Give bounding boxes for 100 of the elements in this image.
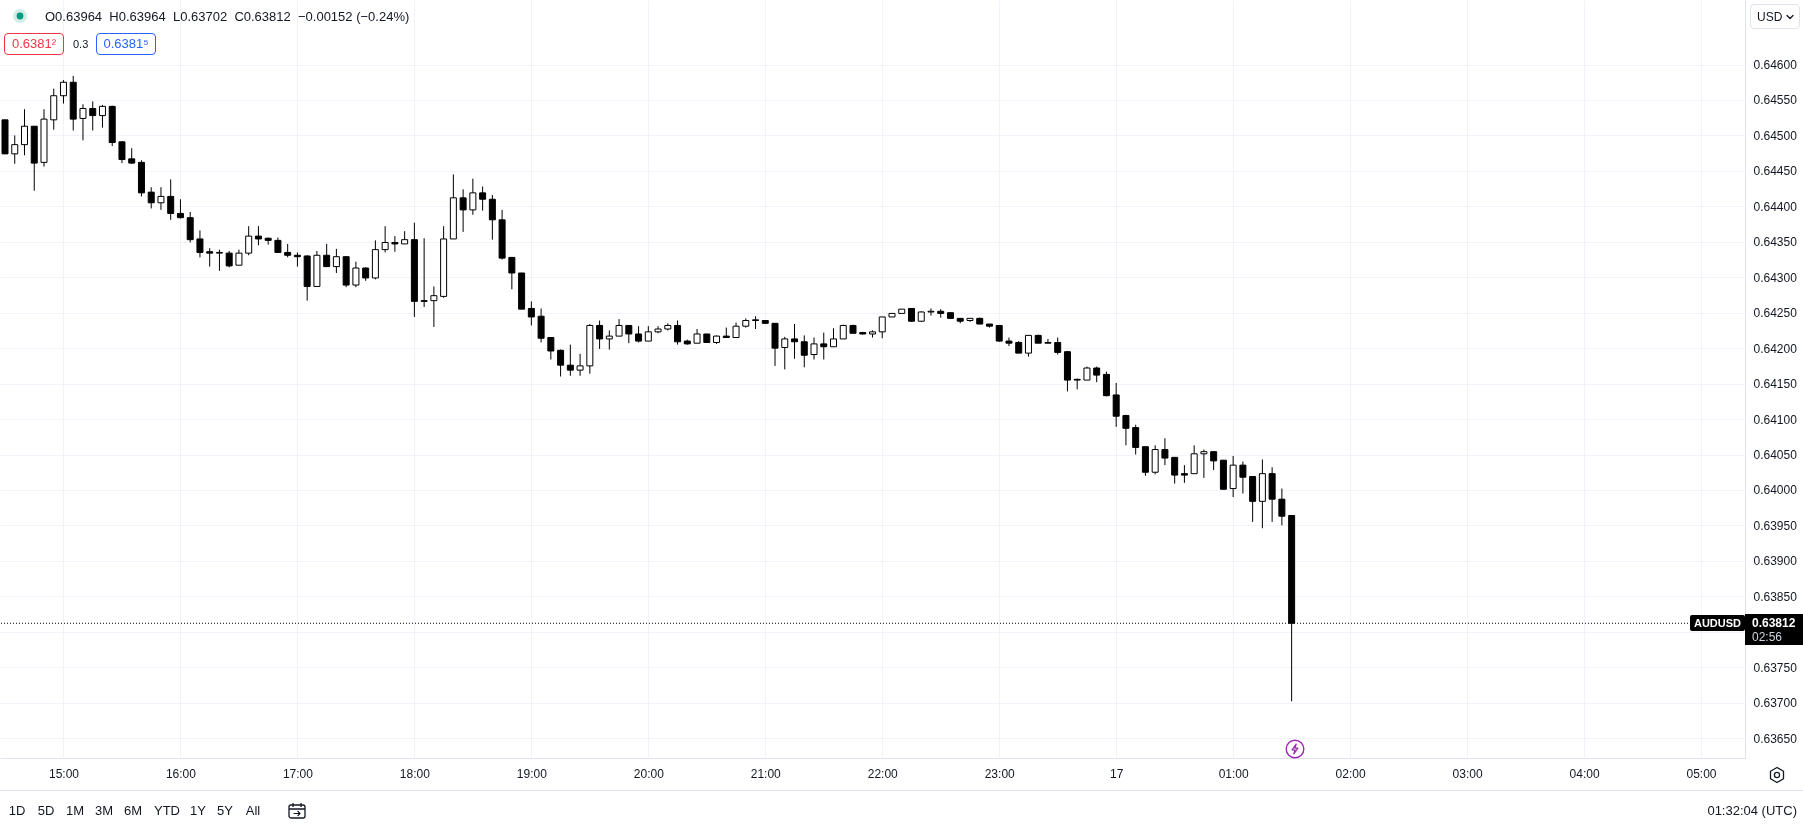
y-tick-label: 0.63850 [1753, 589, 1798, 604]
candlestick [810, 337, 818, 360]
candlestick [547, 337, 555, 360]
text: 01:32:04 (UTC) [1707, 803, 1797, 818]
candlestick [381, 225, 389, 253]
x-tick-label: 17 [1110, 766, 1124, 781]
x-tick-label: 05:00 [1686, 766, 1717, 781]
candlestick [508, 256, 516, 290]
candlestick [118, 140, 126, 164]
y-tick-label: 0.64350 [1753, 235, 1798, 250]
candlestick [245, 225, 253, 256]
x-tick-label: 03:00 [1452, 766, 1483, 781]
candlestick [878, 316, 886, 339]
annotation: 0.6381⁵ [96, 33, 156, 55]
candlestick [1024, 334, 1032, 358]
y-tick-label: 0.64550 [1753, 93, 1798, 108]
text: 6M [123, 803, 143, 818]
candlestick [1229, 455, 1237, 498]
ref-line-label: AUDUSD [1689, 615, 1745, 632]
candlestick [20, 108, 28, 156]
y-tick-label: 0.64050 [1753, 448, 1798, 463]
candlestick [79, 103, 87, 141]
y-tick-label: 0.63900 [1753, 554, 1798, 569]
candlestick [89, 100, 97, 131]
text: All [245, 803, 261, 818]
y-tick-label: 0.64100 [1753, 412, 1798, 427]
candlestick [11, 134, 19, 165]
candlestick [147, 186, 155, 209]
text: YTD [154, 803, 180, 818]
text: 5Y [217, 803, 233, 818]
x-tick-label: 22:00 [867, 766, 899, 781]
x-tick-label: 20:00 [633, 766, 665, 781]
x-tick-label: 01:00 [1218, 766, 1249, 781]
candlestick [391, 235, 399, 253]
x-tick-label: 21:00 [750, 766, 782, 781]
candlestick [430, 285, 438, 328]
candlestick [469, 178, 477, 216]
y-tick-label: 0.64500 [1753, 128, 1798, 143]
y-tick-label: 0.64600 [1753, 58, 1798, 73]
y-tick-label: 0.64300 [1753, 270, 1798, 285]
candlestick [1278, 488, 1286, 526]
candlestick [1122, 414, 1130, 446]
text: 02:56 [1752, 630, 1783, 645]
candlestick [1239, 461, 1247, 495]
candlestick [1200, 449, 1208, 479]
x-tick-label: 19:00 [516, 766, 548, 781]
candlestick [352, 261, 360, 288]
y-tick-label: 0.64450 [1753, 164, 1798, 179]
candlestick [537, 307, 545, 343]
candlestick [596, 320, 604, 350]
x-tick-label: 17:00 [282, 766, 314, 781]
candlestick [576, 353, 584, 377]
y-tick-label: 0.63650 [1753, 731, 1798, 746]
candlestick [459, 188, 467, 233]
text: 0.63812 [1752, 616, 1796, 631]
y-tick-label: 0.64000 [1753, 483, 1798, 498]
candlestick [830, 327, 838, 348]
candlestick [566, 344, 574, 377]
annotation: 0.6381² [4, 33, 64, 55]
candlestick [332, 248, 340, 274]
x-tick-label: 18:00 [399, 766, 431, 781]
candlestick [186, 211, 194, 243]
x-tick-label: 16:00 [165, 766, 197, 781]
x-tick-label: 23:00 [984, 766, 1016, 781]
x-tick-label: 02:00 [1335, 766, 1366, 781]
candlestick [420, 237, 428, 308]
y-tick-label: 0.64250 [1753, 306, 1798, 321]
annotation: 0.3 [73, 38, 89, 50]
candlestick [674, 320, 682, 346]
y-tick-label: 0.63950 [1753, 518, 1798, 533]
candlestick [605, 329, 613, 351]
candlestick [1190, 444, 1198, 475]
candlestick [206, 247, 214, 268]
dropdown-field: USD [1750, 4, 1800, 29]
candlestick [557, 349, 565, 378]
candlestick [98, 104, 106, 129]
x-tick-label: 15:00 [48, 766, 80, 781]
candlestick [927, 307, 935, 317]
candlestick [1102, 371, 1110, 397]
candlestick [196, 229, 204, 258]
candlestick [781, 336, 789, 370]
candlestick [167, 178, 175, 221]
y-tick-label: 0.64150 [1753, 377, 1798, 392]
y-tick-label: 0.64400 [1753, 199, 1798, 214]
candlestick [1044, 338, 1052, 344]
candlestick [527, 300, 535, 326]
candlestick [488, 194, 496, 241]
candlestick [215, 249, 223, 272]
candlestick [59, 79, 67, 105]
candlestick [323, 243, 331, 268]
text: 3M [94, 803, 114, 818]
candlestick [791, 323, 799, 360]
candlestick [157, 186, 165, 211]
candlestick [1161, 437, 1169, 466]
text: 5D [37, 803, 55, 818]
candlestick [479, 185, 487, 212]
y-tick-label: 0.63750 [1753, 660, 1798, 675]
candlestick [820, 332, 828, 360]
candlestick [1112, 382, 1120, 428]
candlestick [1132, 424, 1140, 456]
